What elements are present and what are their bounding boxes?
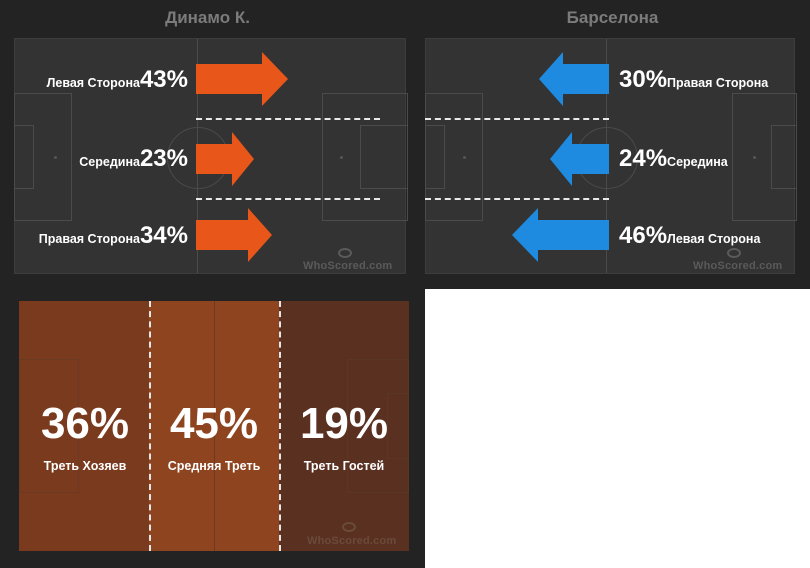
home-right-label: Правая Сторона	[38, 232, 140, 246]
action-zones-panel: 36% Треть Хозяев 45% Средняя Треть 19% Т…	[0, 289, 425, 568]
zone-away-label: Треть Гостей	[303, 459, 385, 473]
away-attack-sides-panel: Барселона 30% Правая Сторона 24% Середин…	[415, 0, 810, 289]
home-watermark: WhoScored.com	[303, 260, 393, 272]
away-divider-1	[425, 118, 609, 120]
away-pitch	[425, 38, 797, 274]
right-penalty-spot	[753, 156, 756, 159]
zone-home-label: Треть Хозяев	[43, 459, 127, 473]
home-center-arrow	[196, 132, 254, 186]
away-right-stat: 30% Правая Сторона	[619, 66, 768, 94]
away-team-title: Барселона	[566, 8, 659, 27]
right-goal-box	[771, 125, 797, 189]
home-divider-1	[196, 118, 380, 120]
home-left-stat: Левая Сторона 43%	[47, 66, 188, 94]
zone-away-pct: 19%	[299, 399, 389, 448]
home-center-label: Середина	[79, 155, 140, 169]
zone-home-pct: 36%	[40, 399, 130, 448]
away-center-arrow	[550, 132, 609, 186]
away-left-label: Левая Сторона	[667, 232, 761, 246]
home-team-title: Динамо К.	[165, 8, 250, 27]
away-right-arrow	[539, 52, 609, 106]
home-right-pct: 34%	[139, 222, 188, 249]
left-goal-box	[14, 125, 34, 189]
whoscored-logo-icon	[338, 248, 352, 258]
zone-away-third-text: 19% Треть Гостей	[279, 289, 409, 568]
zone-home-third	[19, 301, 149, 551]
zone-divider-1	[149, 301, 151, 551]
right-goal-box	[360, 125, 408, 189]
home-right-arrow	[196, 208, 272, 262]
away-right-pct: 30%	[619, 66, 668, 93]
zone-divider-2	[279, 301, 281, 551]
away-watermark: WhoScored.com	[693, 260, 783, 272]
away-right-label: Правая Сторона	[667, 76, 769, 90]
away-divider-2	[425, 198, 609, 200]
right-penalty-spot	[340, 156, 343, 159]
home-divider-2	[196, 198, 380, 200]
whoscored-logo-icon	[342, 522, 356, 532]
left-goal-box	[425, 125, 445, 189]
away-center-pct: 24%	[619, 145, 668, 172]
home-left-arrow	[196, 52, 288, 106]
halfway-line	[214, 301, 215, 551]
away-center-label: Середина	[667, 155, 728, 169]
home-center-pct: 23%	[139, 145, 188, 172]
away-center-stat: 24% Середина	[619, 145, 728, 173]
zones-watermark: WhoScored.com	[307, 535, 397, 547]
zones-pitch	[19, 301, 409, 551]
home-left-pct: 43%	[139, 66, 188, 93]
zone-middle-label: Средняя Треть	[167, 459, 261, 473]
whoscored-logo-icon	[727, 248, 741, 258]
away-left-pct: 46%	[619, 222, 668, 249]
right-goal-box	[387, 393, 409, 459]
away-left-arrow	[512, 208, 609, 262]
away-left-stat: 46% Левая Сторона	[619, 222, 760, 250]
home-attack-sides-panel: Динамо К. Левая Сторона 43% Середина 23%…	[0, 0, 415, 289]
home-left-label: Левая Сторона	[46, 76, 140, 90]
left-penalty-box	[19, 359, 79, 493]
home-right-stat: Правая Сторона 34%	[39, 222, 188, 250]
home-center-stat: Середина 23%	[79, 145, 188, 173]
zone-middle-third-text: 45% Средняя Треть	[149, 289, 279, 568]
zone-home-third-text: 36% Треть Хозяев	[19, 289, 151, 568]
left-penalty-spot	[463, 156, 466, 159]
left-penalty-spot	[54, 156, 57, 159]
zone-middle-pct: 45%	[169, 399, 259, 448]
